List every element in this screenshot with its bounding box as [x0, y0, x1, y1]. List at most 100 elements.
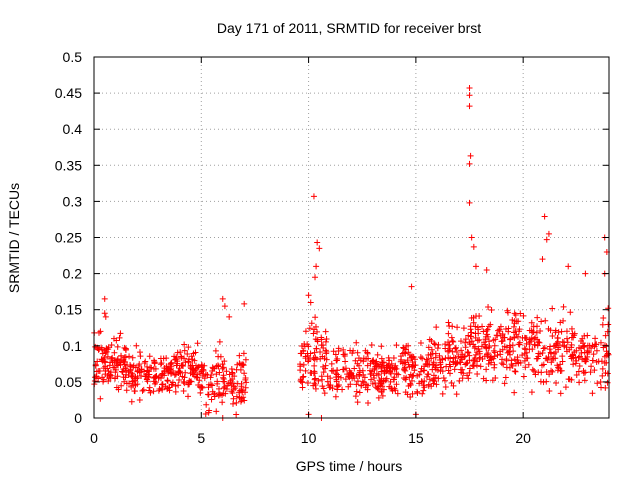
data-point [565, 263, 572, 270]
data-point [568, 325, 575, 332]
data-point [491, 364, 498, 371]
data-point [142, 358, 149, 365]
data-point [540, 345, 547, 352]
data-point [452, 345, 459, 352]
data-point [364, 350, 371, 357]
data-point [205, 391, 212, 398]
data-point [488, 307, 495, 314]
data-point [417, 368, 424, 375]
data-point [490, 347, 497, 354]
data-point [187, 370, 194, 377]
data-point [241, 300, 248, 307]
data-point [134, 375, 141, 382]
data-point [168, 381, 175, 388]
data-point [420, 367, 427, 374]
data-point [466, 199, 473, 206]
data-point [597, 379, 604, 386]
data-point [320, 369, 327, 376]
data-point [485, 350, 492, 357]
data-point [476, 348, 483, 355]
data-point [108, 355, 115, 362]
data-point [581, 344, 588, 351]
data-point [472, 351, 479, 358]
data-point [557, 390, 564, 397]
data-point [119, 368, 126, 375]
data-point [434, 345, 441, 352]
data-point [404, 391, 411, 398]
data-point [357, 357, 364, 364]
data-point [407, 380, 414, 387]
data-point [491, 342, 498, 349]
data-point [328, 360, 335, 367]
data-point [334, 367, 341, 374]
data-point [433, 324, 440, 331]
data-point [516, 341, 523, 348]
data-point [492, 336, 499, 343]
data-point [605, 321, 612, 328]
data-point [327, 375, 334, 382]
data-point [445, 367, 452, 374]
data-point [555, 329, 562, 336]
data-point [485, 361, 492, 368]
data-point [517, 359, 524, 366]
data-point [516, 328, 523, 335]
data-point [195, 382, 202, 389]
data-point [332, 351, 339, 358]
data-point [589, 390, 596, 397]
data-point [450, 382, 457, 389]
data-point [305, 358, 312, 365]
data-point [176, 376, 183, 383]
data-point [367, 367, 374, 374]
data-point [153, 372, 160, 379]
data-point [457, 366, 464, 373]
data-point [393, 381, 400, 388]
data-point [511, 334, 518, 341]
data-point [219, 365, 226, 372]
data-point [321, 390, 328, 397]
data-point [517, 310, 524, 317]
data-point [541, 344, 548, 351]
data-point [543, 369, 550, 376]
data-point [190, 371, 197, 378]
data-point [340, 366, 347, 373]
data-point [471, 345, 478, 352]
data-point [425, 352, 432, 359]
data-point [386, 365, 393, 372]
data-point [180, 387, 187, 394]
data-point [147, 364, 154, 371]
data-point [302, 328, 309, 335]
data-point [534, 314, 541, 321]
data-point [198, 383, 205, 390]
data-point [408, 363, 415, 370]
data-point [419, 390, 426, 397]
data-point [166, 365, 173, 372]
data-point [233, 366, 240, 373]
data-point [473, 349, 480, 356]
data-point [528, 389, 535, 396]
data-point [365, 400, 372, 407]
data-point [308, 320, 315, 327]
data-point [558, 328, 565, 335]
data-point [221, 358, 228, 365]
data-point [164, 377, 171, 384]
data-point [523, 355, 530, 362]
data-point [350, 347, 357, 354]
data-point [97, 328, 104, 335]
data-point [234, 380, 241, 387]
data-point [364, 382, 371, 389]
data-point [220, 390, 227, 397]
data-point [407, 393, 414, 400]
data-point [160, 355, 167, 362]
data-point [320, 363, 327, 370]
data-point [322, 328, 329, 335]
data-point [474, 337, 481, 344]
data-point [363, 355, 370, 362]
data-point [450, 338, 457, 345]
data-point [151, 360, 158, 367]
data-point [97, 395, 104, 402]
data-point [136, 396, 143, 403]
data-point [546, 388, 553, 395]
data-point [575, 368, 582, 375]
data-point [474, 371, 481, 378]
data-point [178, 353, 185, 360]
